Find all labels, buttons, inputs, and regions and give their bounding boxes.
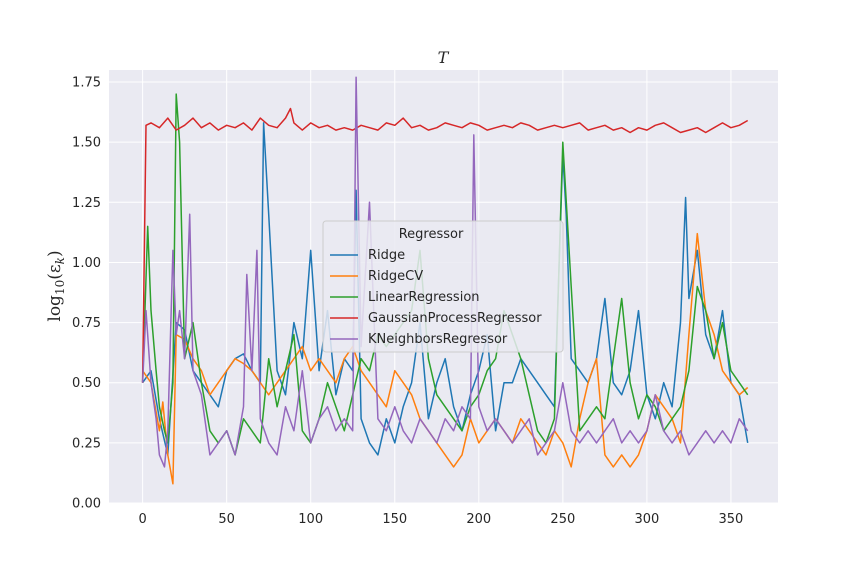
legend-label: Ridge <box>368 248 405 263</box>
x-tick-label: 300 <box>634 512 659 527</box>
legend-label: GaussianProcessRegressor <box>368 311 542 326</box>
legend: Regressor Ridge RidgeCV LinearRegression Gau… <box>322 220 564 353</box>
x-tick-label: 150 <box>382 512 407 527</box>
x-tick-label: 250 <box>550 512 575 527</box>
series-line-ridge <box>141 122 749 456</box>
series-line-kneighborsregressor <box>141 76 749 468</box>
x-tick-label: 50 <box>218 512 235 527</box>
legend-title: Regressor <box>399 227 464 242</box>
y-tick-label: 1.00 <box>72 256 101 271</box>
legend-box <box>322 220 564 353</box>
ticks: 0.00 0.25 0.50 0.75 1.00 1.25 1.50 1.75 0 50 100 15… <box>72 76 743 527</box>
grid <box>109 70 778 504</box>
y-tick-label: 0.75 <box>72 316 101 331</box>
legend-label: RidgeCV <box>368 269 423 284</box>
legend-label: LinearRegression <box>368 290 480 305</box>
legend-label: KNeighborsRegressor <box>368 332 508 347</box>
y-axis-label: log10(εk) <box>45 250 67 321</box>
y-tick-label: 1.25 <box>72 196 101 211</box>
x-tick-label: 0 <box>138 512 146 527</box>
y-tick-label: 1.50 <box>72 136 101 151</box>
y-tick-label: 0.25 <box>72 436 101 451</box>
x-tick-label: 200 <box>466 512 491 527</box>
y-tick-label: 0.00 <box>72 497 101 512</box>
series-line-gaussianprocessregressor <box>141 107 749 383</box>
y-tick-label: 1.75 <box>72 76 101 91</box>
chart-title: T <box>438 48 450 67</box>
x-tick-label: 100 <box>298 512 323 527</box>
x-tick-label: 350 <box>719 512 744 527</box>
y-tick-label: 0.50 <box>72 376 101 391</box>
